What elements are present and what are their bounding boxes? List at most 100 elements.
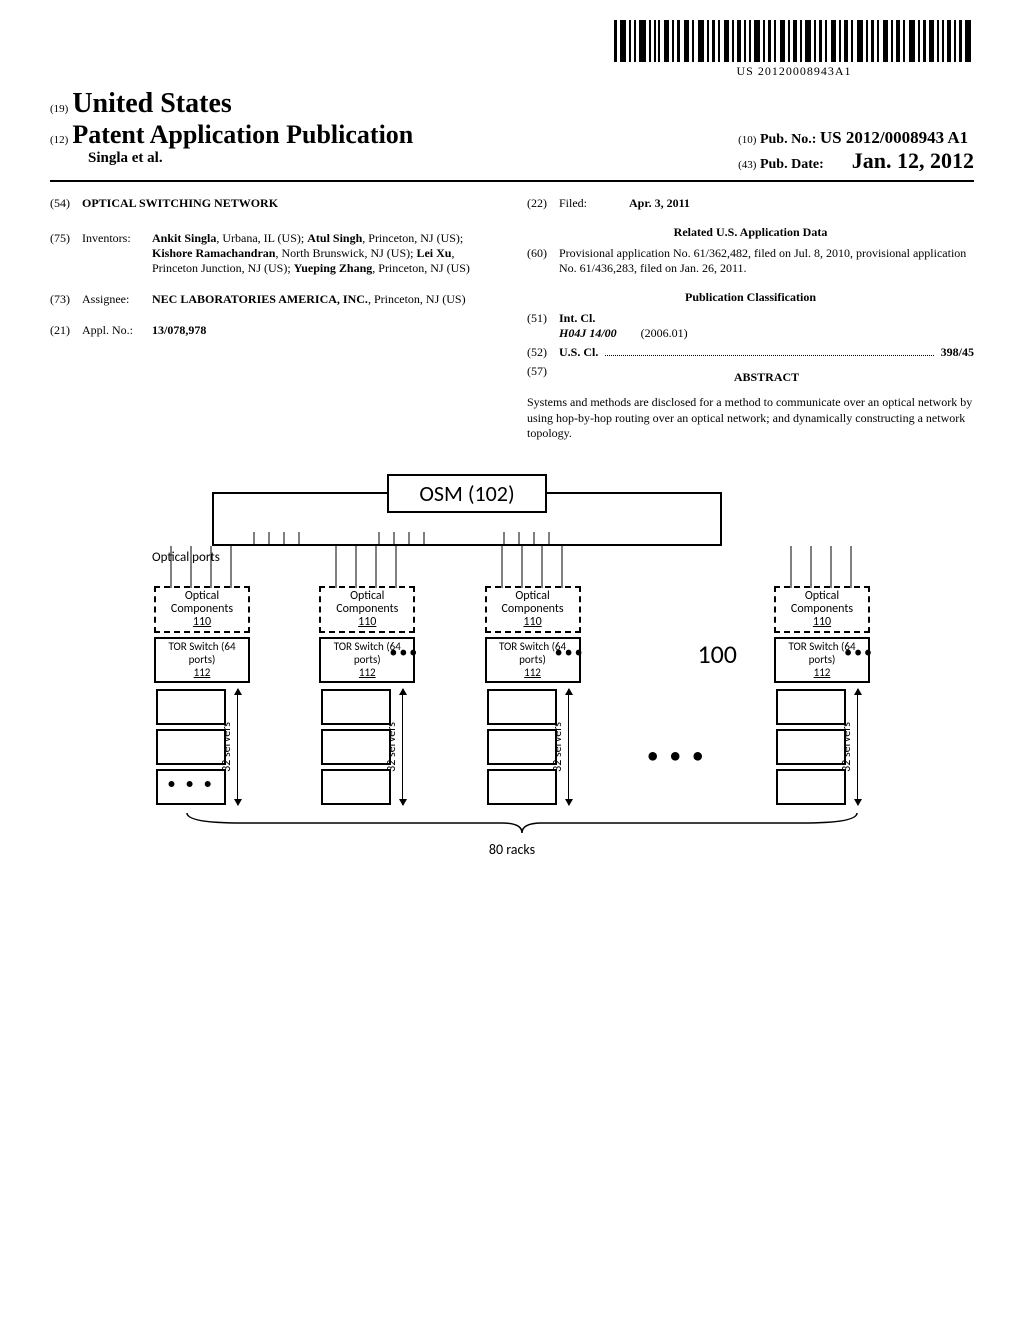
divider	[50, 180, 974, 182]
document-title: OPTICAL SWITCHING NETWORK	[82, 196, 497, 211]
osm-port-lines-icon	[214, 494, 720, 544]
server-stack: • • • 32 servers	[156, 689, 248, 805]
server-box	[321, 689, 391, 725]
prefix-19: (19)	[50, 103, 68, 115]
assignee: NEC LABORATORIES AMERICA, INC., Princeto…	[152, 292, 497, 307]
optical-components-box: Optical Components 110	[319, 586, 415, 634]
barcode: US 20120008943A1	[614, 20, 974, 79]
opt-comp-label: Optical Components	[791, 589, 853, 616]
pub-no: US 2012/0008943 A1	[820, 128, 968, 147]
racks-row: Optical Components 110 TOR Switch (64 po…	[152, 586, 872, 805]
f60-num: (60)	[527, 246, 559, 276]
ellipsis-icon: •••	[844, 643, 874, 662]
tor-switch-box: TOR Switch (64 ports) 112	[154, 637, 250, 683]
f21-label: Appl. No.:	[82, 323, 152, 338]
port-lines-icon	[487, 546, 787, 588]
f22-num: (22)	[527, 196, 559, 211]
ellipsis-icon: •••	[389, 643, 419, 662]
f57-num: (57)	[527, 364, 559, 391]
prefix-12: (12)	[50, 134, 68, 146]
arrow-line-icon	[402, 689, 403, 805]
f22-label: Filed:	[559, 196, 629, 211]
prefix-10: (10)	[738, 134, 756, 146]
publication-title: Patent Application Publication	[72, 120, 413, 149]
hundred-label: 100	[697, 638, 737, 670]
servers-label: 32 servers	[385, 722, 399, 772]
barcode-text: US 20120008943A1	[614, 64, 974, 79]
opt-comp-label: Optical Components	[336, 589, 398, 616]
optical-components-box: Optical Components 110	[485, 586, 581, 634]
brace-row: 80 racks	[152, 811, 872, 858]
opt-comp-num: 110	[813, 615, 831, 629]
figure: OSM (102) Optical ports 100 Optical Comp…	[152, 492, 872, 858]
f75-num: (75)	[50, 231, 82, 276]
barcode-svg	[614, 20, 974, 62]
f52-label: U.S. Cl.	[559, 345, 598, 360]
brace-icon	[182, 811, 862, 835]
abstract-heading: ABSTRACT	[559, 370, 974, 385]
f54-num: (54)	[50, 196, 82, 211]
provisional-apps: Provisional application No. 61/362,482, …	[559, 246, 974, 276]
pub-no-label: Pub. No.:	[760, 132, 816, 147]
barcode-area: US 20120008943A1	[50, 20, 974, 80]
f73-num: (73)	[50, 292, 82, 307]
tor-num: 112	[194, 666, 211, 679]
author-line: Singla et al.	[88, 150, 413, 167]
f21-num: (21)	[50, 323, 82, 338]
opt-comp-num: 110	[358, 615, 376, 629]
arrow-line-icon	[237, 689, 238, 805]
int-cl-code: H04J 14/00	[559, 326, 617, 340]
pub-date: Jan. 12, 2012	[852, 148, 974, 173]
server-box	[156, 689, 226, 725]
server-stack: 32 servers	[321, 689, 413, 805]
int-cl: Int. Cl. H04J 14/00 (2006.01)	[559, 311, 974, 341]
f52-num: (52)	[527, 345, 559, 360]
us-cl-value: 398/45	[941, 345, 974, 360]
server-box: • • •	[156, 769, 226, 805]
arrow-line-icon	[568, 689, 569, 805]
rack: Optical Components 110 ••• TOR Switch (6…	[317, 586, 417, 805]
port-lines-icon	[776, 546, 1024, 588]
opt-comp-label: Optical Components	[171, 589, 233, 616]
server-box	[776, 689, 846, 725]
pub-date-label: Pub. Date:	[760, 157, 824, 172]
opt-comp-label: Optical Components	[501, 589, 563, 616]
header-block: (19) United States (12) Patent Applicati…	[50, 88, 974, 174]
server-box	[487, 769, 557, 805]
ellipsis-icon: • • •	[168, 775, 215, 792]
osm-box: OSM (102)	[212, 492, 722, 546]
server-box	[321, 769, 391, 805]
opt-comp-num: 110	[193, 615, 211, 629]
prefix-43: (43)	[738, 159, 756, 171]
filed-date: Apr. 3, 2011	[629, 196, 974, 211]
country: United States	[72, 88, 231, 119]
rack: Optical Components 110 TOR Switch (64 po…	[152, 586, 252, 805]
f75-label: Inventors:	[82, 231, 152, 276]
server-box	[321, 729, 391, 765]
f51-num: (51)	[527, 311, 559, 341]
server-box	[776, 729, 846, 765]
servers-label: 32 servers	[551, 722, 565, 772]
racks-count-label: 80 racks	[152, 841, 872, 858]
biblio-columns: (54) OPTICAL SWITCHING NETWORK (75) Inve…	[50, 196, 974, 442]
abstract-text: Systems and methods are disclosed for a …	[527, 395, 974, 442]
int-cl-date: (2006.01)	[641, 326, 688, 340]
tor-num: 112	[814, 666, 831, 679]
optical-components-box: Optical Components 110	[774, 586, 870, 634]
right-column: (22) Filed: Apr. 3, 2011 Related U.S. Ap…	[527, 196, 974, 442]
right-header: (10) Pub. No.: US 2012/0008943 A1 (43) P…	[738, 128, 974, 174]
server-stack: 32 servers	[487, 689, 579, 805]
server-box	[776, 769, 846, 805]
rack: Optical Components 110 ••• TOR Switch (6…	[483, 586, 583, 805]
servers-label: 32 servers	[220, 722, 234, 772]
optical-components-box: Optical Components 110	[154, 586, 250, 634]
left-column: (54) OPTICAL SWITCHING NETWORK (75) Inve…	[50, 196, 497, 442]
ellipsis-icon: •••	[555, 643, 585, 662]
arrow-line-icon	[857, 689, 858, 805]
servers-label: 32 servers	[840, 722, 854, 772]
tor-num: 112	[524, 666, 541, 679]
f73-label: Assignee:	[82, 292, 152, 307]
pub-class-heading: Publication Classification	[527, 290, 974, 305]
server-box	[487, 729, 557, 765]
inventors: Ankit Singla, Urbana, IL (US); Atul Sing…	[152, 231, 497, 276]
